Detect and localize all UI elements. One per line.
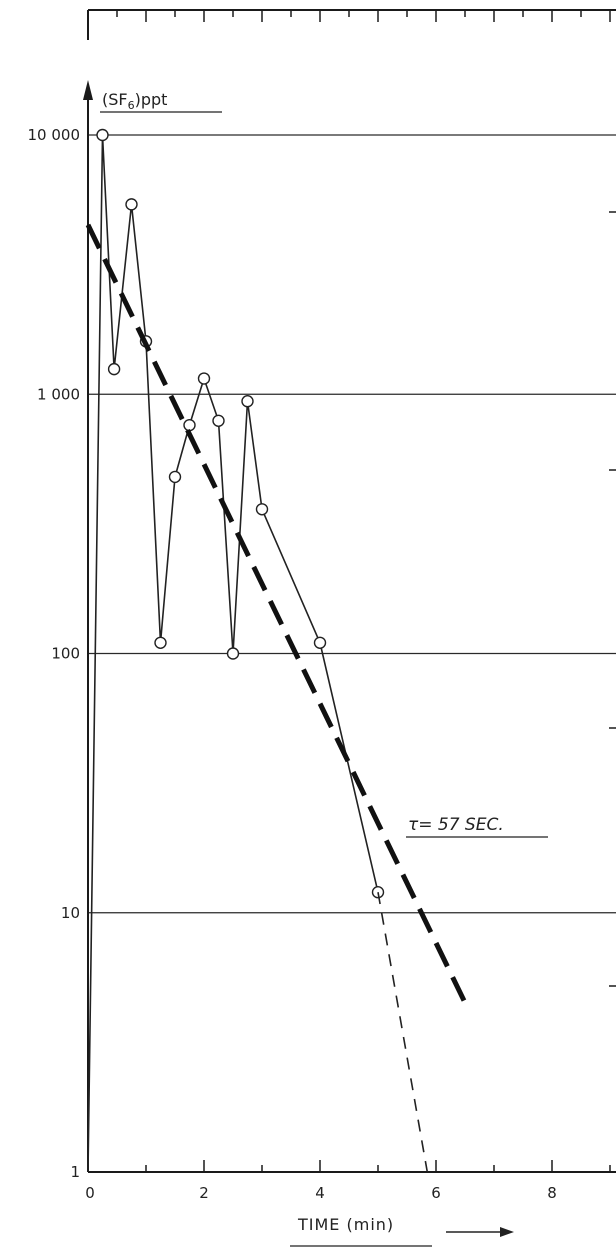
y-axis-label-main: (SF xyxy=(102,90,128,109)
ticks: 1 10 100 1 000 10 000 0 2 4 6 8 xyxy=(28,10,616,1202)
data-point xyxy=(226,647,240,660)
x-tick-label: 0 xyxy=(85,1184,95,1202)
series-line-2 xyxy=(85,223,468,1004)
y-axis-arrow xyxy=(83,80,93,100)
y-tick-label: 1 xyxy=(70,1163,80,1181)
x-axis-arrow xyxy=(446,1227,514,1237)
time-constant-annotation: τ= 57 SEC. xyxy=(408,815,504,835)
data-point xyxy=(107,362,121,376)
y-tick-label: 1 000 xyxy=(37,385,80,403)
series-line-1 xyxy=(377,892,429,1173)
data-point xyxy=(154,636,167,649)
series xyxy=(85,128,468,1173)
data-point xyxy=(96,128,109,142)
data-point xyxy=(168,470,182,484)
data-point xyxy=(313,636,327,649)
axes xyxy=(83,9,616,1173)
y-tick-label: 10 000 xyxy=(28,126,81,144)
data-point xyxy=(241,395,254,408)
y-tick-label: 10 xyxy=(61,904,80,922)
data-point xyxy=(197,372,211,385)
data-point xyxy=(212,414,225,427)
gridlines xyxy=(88,134,616,914)
y-axis-label: (SF6)ppt xyxy=(102,90,167,112)
data-point xyxy=(125,198,138,211)
x-tick-label: 2 xyxy=(199,1184,209,1202)
data-point xyxy=(255,503,269,516)
x-axis-label: TIME (min) xyxy=(297,1215,394,1234)
x-tick-label: 6 xyxy=(431,1184,441,1202)
x-tick-label: 4 xyxy=(315,1184,325,1202)
data-point xyxy=(183,418,196,432)
y-axis-label-subscript: 6 xyxy=(128,99,135,112)
y-axis-label-rest: )ppt xyxy=(135,90,168,109)
y-tick-label: 100 xyxy=(51,645,80,663)
x-tick-label: 8 xyxy=(547,1184,557,1202)
